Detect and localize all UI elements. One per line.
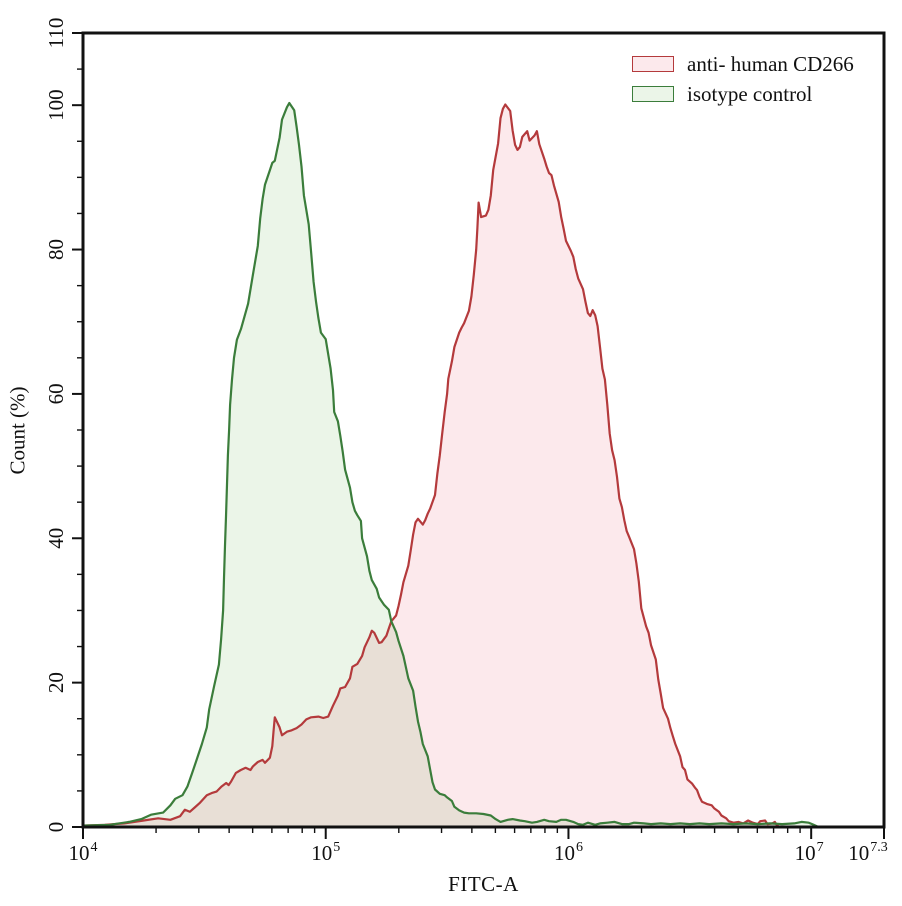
- x-axis-title: FITC-A: [448, 872, 519, 896]
- y-tick-label: 80: [44, 239, 68, 260]
- legend-swatch-red: [632, 56, 674, 72]
- legend-label-anti-human-cd266: anti- human CD266: [687, 51, 854, 76]
- x-tick-label: 107: [795, 840, 824, 865]
- x-tick-label: 105: [311, 840, 340, 865]
- y-tick-label: 100: [44, 89, 68, 121]
- y-tick-label: 20: [44, 672, 68, 693]
- y-tick-label: 0: [44, 822, 68, 833]
- legend-item-isotype-control: isotype control: [632, 82, 854, 106]
- legend: anti- human CD266 isotype control: [632, 52, 854, 112]
- y-tick-label: 110: [44, 18, 68, 49]
- y-axis-title: Count (%): [5, 386, 30, 475]
- legend-item-anti-human-cd266: anti- human CD266: [632, 52, 854, 76]
- x-tick-label: 107.3: [848, 840, 888, 865]
- green-curve: [82, 101, 819, 829]
- y-tick-label: 40: [44, 528, 68, 549]
- red-curve: [82, 103, 781, 828]
- x-tick-label: 104: [69, 840, 98, 865]
- legend-label-isotype-control: isotype control: [687, 81, 813, 106]
- green-area-fill: [83, 103, 819, 827]
- legend-swatch-green: [632, 86, 674, 102]
- x-tick-label: 106: [554, 840, 583, 865]
- red-area-fill: [83, 104, 780, 827]
- y-tick-label: 60: [44, 383, 68, 404]
